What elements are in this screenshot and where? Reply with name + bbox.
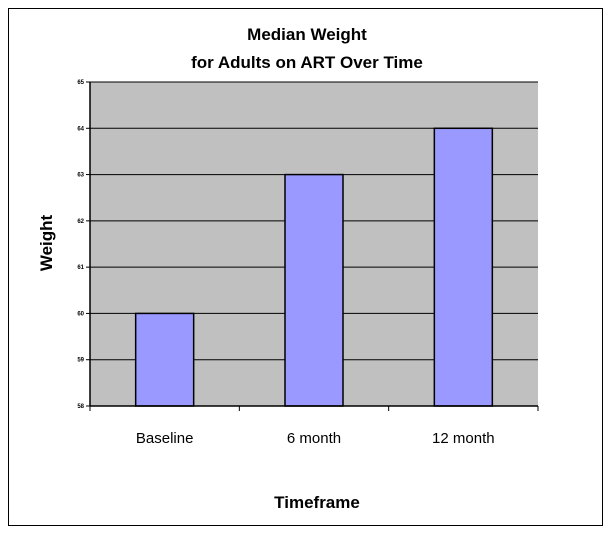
bar <box>284 173 344 407</box>
x-axis-title: Timeframe <box>274 493 360 512</box>
y-tick-label: 62 <box>77 219 84 225</box>
y-tick-labels: 58 59 60 61 62 63 64 65 <box>77 80 84 410</box>
y-tick-label: 60 <box>77 311 84 317</box>
y-axis-title: Weight <box>37 214 56 271</box>
chart-title-line1: Median Weight <box>247 25 367 44</box>
axes <box>86 81 539 411</box>
chart-title-line2: for Adults on ART Over Time <box>191 53 423 72</box>
x-category-label: 12 month <box>432 430 495 447</box>
y-tick-label: 59 <box>77 358 84 364</box>
x-category-label: Baseline <box>136 430 194 447</box>
x-category-labels: Baseline 6 month 12 month <box>136 430 495 447</box>
bar <box>134 312 195 407</box>
y-tick-label: 61 <box>77 265 84 271</box>
y-tick-label: 64 <box>77 126 84 132</box>
x-category-label: 6 month <box>287 430 341 447</box>
bar <box>433 127 494 407</box>
y-tick-label: 63 <box>77 173 84 179</box>
y-tick-label: 58 <box>77 404 84 410</box>
y-tick-label: 65 <box>77 80 84 86</box>
